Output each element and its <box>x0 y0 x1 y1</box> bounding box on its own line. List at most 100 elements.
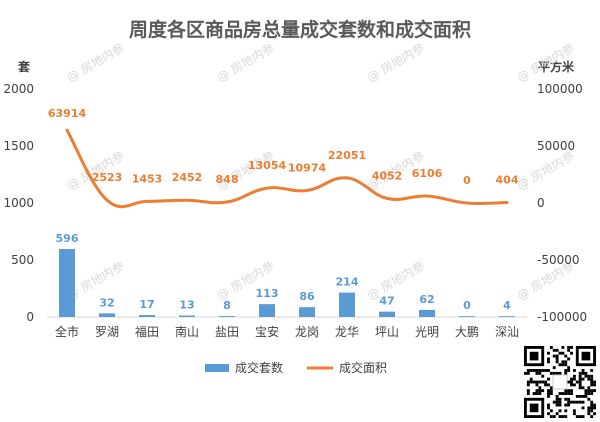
qr-module <box>558 397 562 401</box>
qr-module <box>572 400 576 404</box>
line-value-label: 13054 <box>248 159 287 172</box>
qr-module <box>538 371 542 375</box>
qr-module <box>555 403 559 407</box>
category-label: 宝安 <box>255 324 279 339</box>
qr-module <box>529 380 533 384</box>
qr-module <box>564 403 568 407</box>
qr-module <box>564 354 568 358</box>
qr-module <box>552 366 556 370</box>
qr-module <box>570 400 573 404</box>
qr-module <box>561 346 565 349</box>
category-label: 盐田 <box>215 325 239 339</box>
qr-module <box>593 383 596 387</box>
qr-module <box>547 394 550 398</box>
bar-value-label: 596 <box>56 232 79 245</box>
line-value-label: 4052 <box>372 169 403 182</box>
qr-module <box>581 406 585 410</box>
legend-bar-swatch <box>205 364 229 372</box>
bar-value-label: 13 <box>179 299 194 312</box>
category-label: 深汕 <box>495 325 519 339</box>
qr-module <box>561 360 565 364</box>
left-tick-label: 1500 <box>3 139 34 153</box>
qr-module <box>549 386 553 390</box>
qr-module <box>581 415 585 418</box>
bar-value-label: 47 <box>379 295 394 308</box>
qr-module <box>555 394 559 398</box>
qr-module <box>526 369 530 372</box>
category-label: 光明 <box>415 325 439 339</box>
qr-module <box>538 380 542 384</box>
qr-module <box>590 377 594 381</box>
qr-module <box>578 371 582 375</box>
qr-module <box>555 354 559 358</box>
qr-module <box>581 386 585 390</box>
qr-module <box>572 409 576 413</box>
bar-深汕 <box>499 316 515 317</box>
bar-value-label: 214 <box>336 276 359 289</box>
qr-module <box>578 383 582 387</box>
qr-finder-core <box>581 351 591 361</box>
category-label: 福田 <box>135 324 159 339</box>
line-value-label: 10974 <box>288 161 327 174</box>
qr-module <box>526 371 530 375</box>
qr-module <box>593 380 596 384</box>
qr-module <box>535 383 539 387</box>
qr-module <box>561 415 565 418</box>
qr-module <box>590 403 594 407</box>
qr-module <box>555 371 559 375</box>
qr-module <box>547 412 550 416</box>
qr-module <box>587 392 591 395</box>
qr-module <box>575 400 579 404</box>
qr-module <box>578 374 582 378</box>
qr-module <box>575 380 579 384</box>
qr-module <box>555 348 559 352</box>
qr-module <box>567 389 571 393</box>
qr-module <box>544 369 548 372</box>
bar-南山 <box>179 315 195 317</box>
qr-module <box>552 348 556 352</box>
category-label: 龙华 <box>335 325 359 339</box>
qr-module <box>535 369 539 372</box>
qr-module <box>547 369 550 372</box>
qr-module <box>561 392 565 395</box>
qr-module <box>555 360 559 364</box>
qr-module <box>590 374 594 378</box>
category-label: 全市 <box>55 324 79 339</box>
qr-module <box>572 412 576 416</box>
left-tick-label: 2000 <box>3 82 34 96</box>
qr-module <box>529 377 533 381</box>
qr-module <box>587 374 591 378</box>
qr-module <box>587 377 591 381</box>
qr-module <box>532 392 536 395</box>
qr-module <box>578 386 582 390</box>
left-tick-label: 500 <box>11 253 34 267</box>
qr-module <box>567 380 571 384</box>
qr-module <box>558 409 562 413</box>
qr-finder-core <box>529 403 539 413</box>
qr-module <box>572 374 576 378</box>
right-tick-label: -100000 <box>537 310 587 324</box>
qr-module <box>590 409 594 413</box>
qr-module <box>564 397 568 401</box>
qr-module <box>564 363 568 367</box>
legend-bar-label: 成交套数 <box>235 360 283 375</box>
qr-module <box>547 406 550 410</box>
category-label: 大鹏 <box>455 325 479 339</box>
qr-module <box>547 377 550 381</box>
qr-module <box>572 369 576 372</box>
qr-module <box>590 400 594 404</box>
qr-module <box>590 369 594 372</box>
bar-全市 <box>59 249 75 317</box>
line-value-label: 63914 <box>48 107 87 120</box>
qr-module <box>561 351 565 355</box>
qr-module <box>567 400 571 404</box>
bar-罗湖 <box>99 313 115 317</box>
qr-module <box>567 357 571 361</box>
bar-龙华 <box>339 292 355 317</box>
bar-value-label: 8 <box>223 299 231 312</box>
qr-module <box>538 369 542 372</box>
qr-module <box>584 389 588 393</box>
qr-module <box>593 403 596 407</box>
qr-module <box>567 403 571 407</box>
bar-data-labels: 596 32 17 13 8 113 86 214 47 62 0 4 <box>56 232 512 312</box>
